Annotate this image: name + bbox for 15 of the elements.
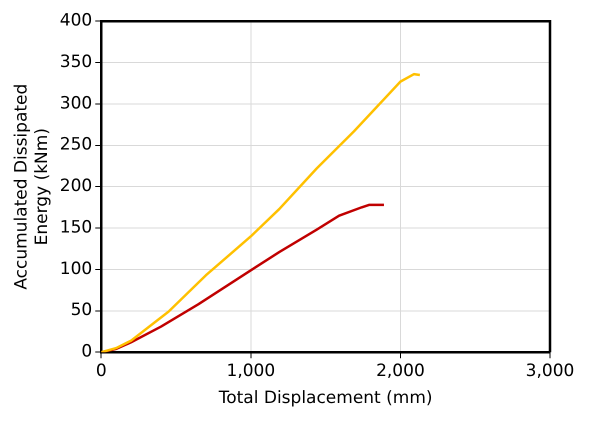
- x-tick-label: 1,000: [226, 360, 276, 381]
- y-tick-label: 350: [60, 52, 92, 72]
- y-tick-label: 100: [60, 258, 92, 279]
- y-tick-label: 400: [60, 10, 92, 31]
- x-tick-label: 0: [96, 360, 107, 381]
- x-tick-label: 2,000: [376, 360, 425, 381]
- y-tick-label: 250: [60, 134, 92, 155]
- y-tick-label: 150: [60, 217, 92, 238]
- y-tick-label: 200: [60, 176, 92, 196]
- y-tick-label: 300: [60, 93, 92, 114]
- y-axis-title: Accumulated Dissipated Energy (kNm): [12, 84, 52, 290]
- y-tick-label: 50: [70, 300, 92, 320]
- x-axis-title: Total Displacement (mm): [218, 388, 433, 408]
- y-tick-label: 0: [81, 342, 92, 362]
- x-tick-label: 3,000: [526, 360, 574, 381]
